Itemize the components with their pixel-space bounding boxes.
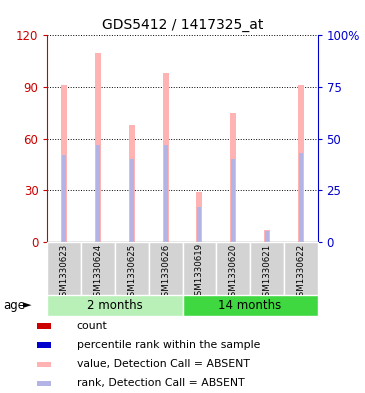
Text: 14 months: 14 months	[218, 299, 282, 312]
Bar	[96, 145, 100, 242]
Text: GSM1330623: GSM1330623	[60, 243, 69, 301]
Bar	[95, 53, 101, 242]
Bar	[36, 381, 50, 386]
Text: age: age	[4, 299, 26, 312]
Text: ►: ►	[23, 301, 32, 310]
Bar	[149, 242, 182, 295]
Text: 2 months: 2 months	[87, 299, 143, 312]
Text: GSM1330619: GSM1330619	[195, 243, 204, 301]
Text: GSM1330626: GSM1330626	[161, 243, 170, 301]
Bar	[162, 73, 169, 242]
Bar	[36, 342, 50, 348]
Text: GSM1330621: GSM1330621	[262, 243, 272, 301]
Bar	[36, 362, 50, 367]
Text: GDS5412 / 1417325_at: GDS5412 / 1417325_at	[102, 18, 263, 32]
Bar	[182, 295, 318, 316]
Bar	[115, 242, 149, 295]
Bar	[299, 153, 303, 242]
Bar	[164, 145, 168, 242]
Bar	[62, 155, 66, 242]
Bar	[47, 295, 182, 316]
Bar	[230, 113, 236, 242]
Text: count: count	[77, 321, 107, 331]
Bar	[196, 192, 203, 242]
Text: rank, Detection Call = ABSENT: rank, Detection Call = ABSENT	[77, 378, 244, 388]
Bar	[61, 85, 68, 242]
Bar	[47, 242, 81, 295]
Bar	[182, 242, 216, 295]
Bar	[250, 242, 284, 295]
Text: GSM1330620: GSM1330620	[228, 243, 238, 301]
Bar	[130, 159, 134, 242]
Bar	[36, 323, 50, 329]
Bar	[284, 242, 318, 295]
Bar	[197, 207, 201, 242]
Bar	[297, 85, 304, 242]
Bar	[81, 242, 115, 295]
Bar	[216, 242, 250, 295]
Text: percentile rank within the sample: percentile rank within the sample	[77, 340, 260, 350]
Text: GSM1330624: GSM1330624	[93, 243, 103, 301]
Bar	[265, 231, 269, 242]
Text: value, Detection Call = ABSENT: value, Detection Call = ABSENT	[77, 359, 250, 369]
Bar	[231, 159, 235, 242]
Text: GSM1330625: GSM1330625	[127, 243, 137, 301]
Text: GSM1330622: GSM1330622	[296, 243, 305, 301]
Bar	[264, 230, 270, 242]
Bar	[129, 125, 135, 242]
